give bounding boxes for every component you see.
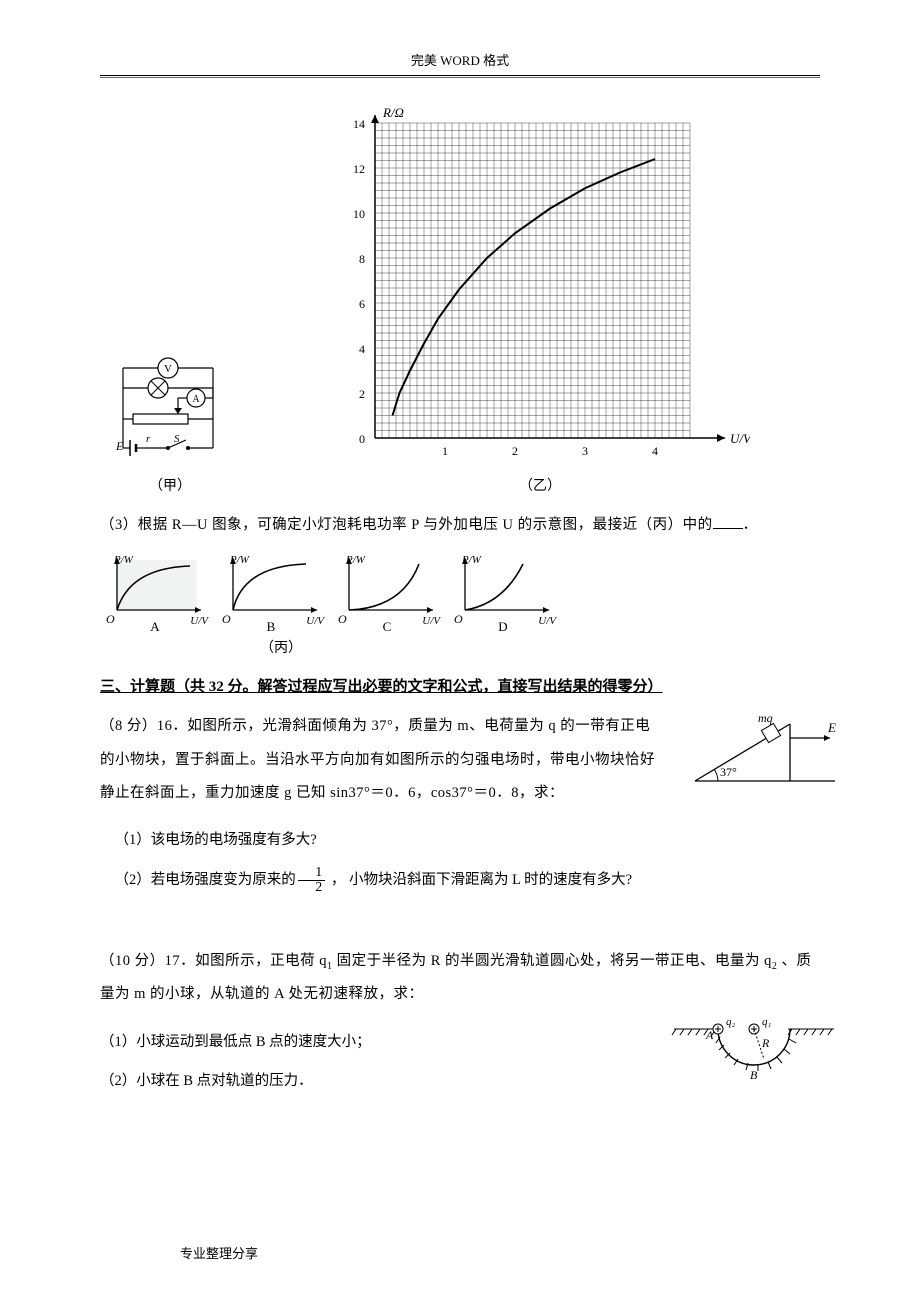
svg-text:A: A	[192, 394, 200, 405]
svg-text:0: 0	[359, 432, 365, 446]
page: 完美 WORD 格式 V A	[0, 0, 920, 1302]
origin-label: O	[106, 612, 115, 627]
ru-chart: []	[260, 108, 820, 495]
svg-text:10: 10	[353, 207, 365, 221]
svg-text:12: 12	[353, 162, 365, 176]
p16-sub1: （1）该电场的电场强度有多大?	[100, 824, 820, 857]
svg-text:V: V	[164, 363, 172, 375]
svg-text:q₁: q₁	[762, 1017, 772, 1028]
options-caption: （丙）	[260, 637, 820, 657]
circuit-diagram: V A E	[100, 348, 240, 495]
svg-text:37°: 37°	[720, 765, 737, 779]
x-label: U/V	[422, 615, 440, 627]
svg-text:E: E	[827, 720, 836, 735]
option-row: P/W O U/V A P/W O U/V	[100, 556, 820, 635]
q3-text-block: （3）根据 R—U 图象，可确定小灯泡耗电功率 P 与外加电压 U 的示意图，最…	[100, 509, 820, 542]
origin-label: O	[222, 612, 231, 627]
circuit-caption: （甲）	[100, 475, 240, 495]
x-label: U/V	[538, 615, 556, 627]
svg-text:14: 14	[353, 117, 365, 131]
option-c[interactable]: P/W O U/V C	[332, 556, 442, 635]
svg-text:2: 2	[512, 444, 518, 458]
p16-sub2: （2）若电场强度变为原来的12 ， 小物块沿斜面下滑距离为 L 时的速度有多大?	[100, 864, 820, 897]
svg-text:4: 4	[652, 444, 658, 458]
page-footer: 专业整理分享	[180, 1243, 258, 1262]
option-b[interactable]: P/W O U/V B	[216, 556, 326, 635]
svg-text:2: 2	[359, 387, 365, 401]
q3-text: （3）根据 R—U 图象，可确定小灯泡耗电功率 P 与外加电压 U 的示意图，最…	[100, 517, 713, 533]
svg-text:6: 6	[359, 297, 365, 311]
svg-text:B: B	[750, 1068, 758, 1082]
y-label: P/W	[346, 554, 365, 566]
svg-text:E: E	[115, 439, 124, 453]
section-3-heading: 三、计算题（共 32 分。解答过程应写出必要的文字和公式，直接写出结果的得零分）	[100, 675, 820, 696]
svg-text:R: R	[761, 1036, 770, 1050]
frac-num: 1	[298, 866, 326, 881]
p16-sub2b: ， 小物块沿斜面下滑距离为 L 时的速度有多大?	[327, 872, 632, 888]
p17-lead: （10 分）17．如图所示，正电荷 q1 固定于半径为 R 的半圆光滑轨道圆心处…	[100, 945, 820, 1012]
x-label: U/V	[306, 615, 324, 627]
svg-text:r: r	[146, 433, 151, 445]
fill-blank[interactable]	[713, 515, 743, 530]
svg-text:A: A	[705, 1028, 714, 1042]
y-label: P/W	[114, 554, 133, 566]
q3-tail: ．	[743, 517, 758, 533]
p17-figure: q₁ q₂ A R B	[670, 1017, 840, 1097]
p16-sub2a: （2）若电场强度变为原来的	[115, 872, 296, 888]
origin-label: O	[454, 612, 463, 627]
x-label: U/V	[190, 615, 208, 627]
y-label: P/W	[230, 554, 249, 566]
svg-text:1: 1	[442, 444, 448, 458]
svg-text:R/Ω: R/Ω	[382, 108, 404, 120]
figure-row-main: V A E	[100, 108, 820, 495]
svg-text:q₂: q₂	[726, 1017, 736, 1028]
option-d[interactable]: P/W O U/V D	[448, 556, 558, 635]
frac-den: 2	[298, 881, 326, 895]
doc-header: 完美 WORD 格式	[100, 50, 820, 73]
header-rule-1	[100, 75, 820, 76]
svg-text:3: 3	[582, 444, 588, 458]
p17-lead-b: 固定于半径为 R 的半圆光滑轨道圆心处，将另一带正电、电量为 q	[333, 953, 772, 969]
p17-lead-a: （10 分）17．如图所示，正电荷 q	[100, 953, 327, 969]
problem-16: 37° mq E （8 分）16．如图所示，光滑斜面倾角为 37°，质量为 m、…	[100, 710, 820, 897]
fraction-half: 12	[298, 866, 326, 895]
chart-caption: （乙）	[260, 475, 820, 495]
svg-text:S: S	[174, 433, 180, 445]
svg-text:4: 4	[359, 342, 365, 356]
origin-label: O	[338, 612, 347, 627]
svg-text:U/V: U/V	[730, 431, 750, 446]
p16-figure: 37° mq E	[690, 716, 840, 796]
problem-17: q₁ q₂ A R B （10 分）17．如图所示，正电荷 q1 固定于半径为 …	[100, 945, 820, 1098]
header-rule-2	[100, 77, 820, 78]
option-a[interactable]: P/W O U/V A	[100, 556, 210, 635]
y-label: P/W	[462, 554, 481, 566]
svg-text:8: 8	[359, 252, 365, 266]
svg-text:mq: mq	[758, 716, 773, 725]
